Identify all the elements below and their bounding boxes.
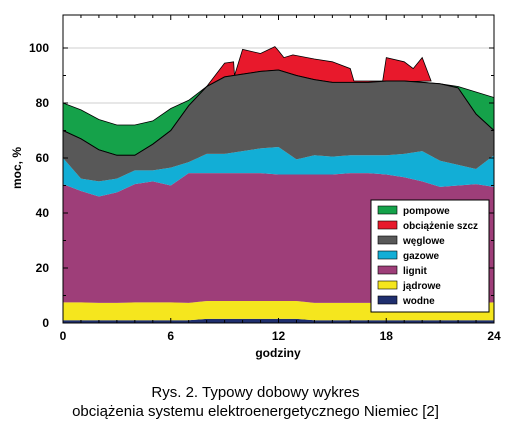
x-tick-label: 0 [60, 329, 67, 343]
legend-swatch [377, 235, 398, 245]
x-tick-label: 24 [487, 329, 501, 343]
x-axis-title: godziny [255, 346, 301, 360]
area-gazowe [63, 147, 494, 197]
legend-label: węglowe [402, 236, 445, 247]
legend: pompowe obciążenie szcz węglowe gazowe ligni… [370, 199, 490, 313]
legend-label: lignit [403, 266, 428, 277]
x-tick-label: 6 [167, 329, 174, 343]
area-węglowe [63, 70, 494, 182]
legend-label: gazowe [403, 251, 440, 262]
legend-swatch [377, 205, 398, 215]
legend-swatch [377, 295, 398, 305]
x-tick-label: 18 [380, 329, 394, 343]
caption: Rys. 2. Typowy dobowy wykres obciążenia … [0, 383, 511, 421]
y-tick-label: 60 [36, 151, 50, 165]
y-axis-title: moc, % [10, 147, 24, 189]
caption-line-2: obciążenia systemu elektroenergetycznego… [72, 403, 439, 420]
legend-label: pompowe [403, 206, 450, 217]
legend-label: obciążenie szcz [403, 221, 478, 232]
caption-line-1: Rys. 2. Typowy dobowy wykres [151, 384, 360, 401]
y-tick-label: 100 [29, 41, 49, 55]
y-tick-label: 0 [42, 316, 49, 330]
y-tick-label: 80 [36, 96, 50, 110]
legend-swatch [377, 250, 398, 260]
line-weglowe-top [62, 69, 495, 156]
y-tick-label: 20 [36, 261, 50, 275]
x-tick-label: 12 [272, 329, 286, 343]
legend-label: wodne [402, 296, 435, 307]
legend-swatch [377, 265, 398, 275]
y-tick-label: 40 [36, 206, 50, 220]
legend-label: jądrowe [402, 281, 441, 292]
legend-swatch [377, 220, 398, 230]
legend-swatch [377, 280, 398, 290]
axis-ticks: 0 6 12 18 24 0 20 40 60 80 100 [29, 15, 501, 343]
